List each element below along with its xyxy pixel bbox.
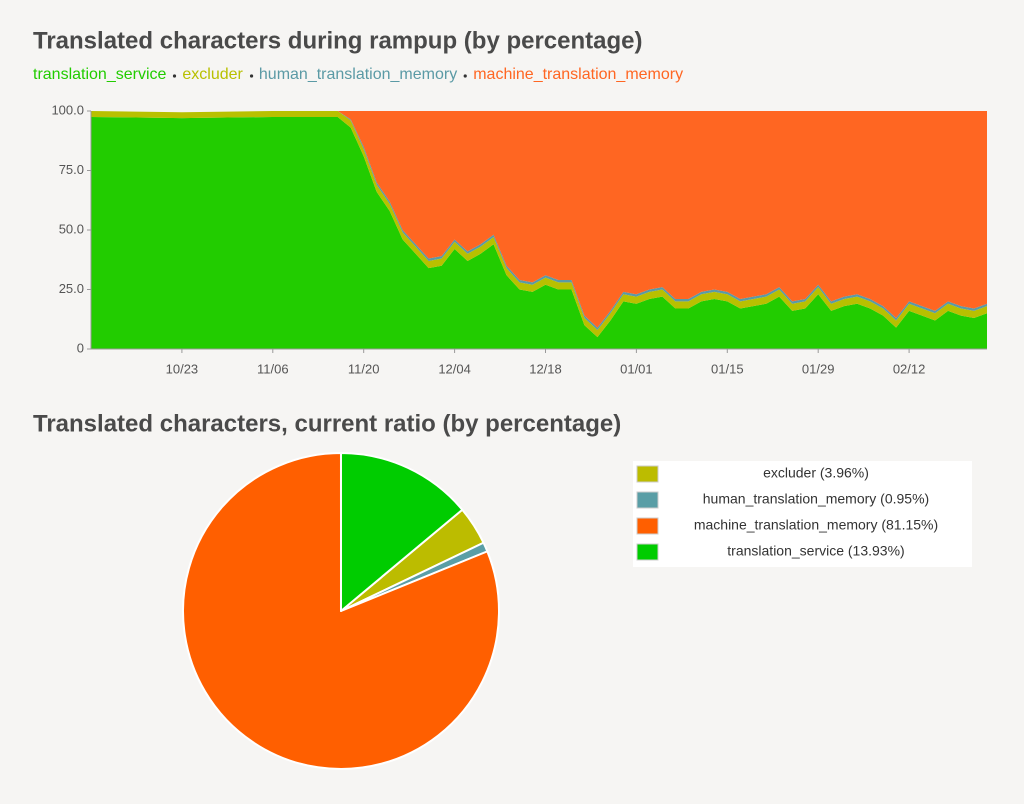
pie-slice [182,452,500,770]
legend-label: machine_translation_memory (81.15%) [694,517,938,533]
chart-title: Translated characters, current ratio (by… [33,410,621,437]
y-tick-label: 100.0 [51,102,84,117]
x-tick-label: 02/12 [893,361,926,376]
legend-box [633,461,972,567]
area [91,111,987,328]
legend-entry: human_translation_memory [259,66,457,83]
legend-separator [463,74,467,78]
x-tick-label: 01/01 [620,361,653,376]
area [91,116,987,349]
y-tick-label: 25.0 [59,281,84,296]
x-tick-label: 11/06 [257,361,289,376]
x-tick-label: 12/18 [529,361,562,376]
legend-entry: machine_translation_memory [473,66,683,83]
legend-label: human_translation_memory (0.95%) [703,491,929,507]
legend: translation_service excluder human_transla… [33,66,683,83]
legend-entry: excluder [182,66,243,83]
legend-separator [249,74,254,78]
legend-separator [172,74,177,78]
x-tick-label: 11/20 [348,361,380,376]
chart-title: Translated characters during rampup (by … [33,27,643,54]
y-tick-label: 0 [77,340,84,355]
x-tick-label: 10/23 [166,361,199,376]
x-tick-label: 01/15 [711,361,744,376]
pie-slice [339,452,464,612]
x-tick-label: 01/29 [802,361,835,376]
legend-label: excluder (3.96%) [763,465,869,481]
legend-swatch [636,491,659,509]
y-tick-label: 50.0 [59,221,84,236]
legend-swatch [636,517,659,535]
legend-swatch [636,543,659,561]
legend-label: translation_service (13.93%) [727,543,904,559]
y-tick-label: 75.0 [59,162,84,177]
legend-swatch [636,465,659,483]
legend-entry: translation_service [33,66,167,83]
x-tick-label: 12/04 [438,361,471,376]
